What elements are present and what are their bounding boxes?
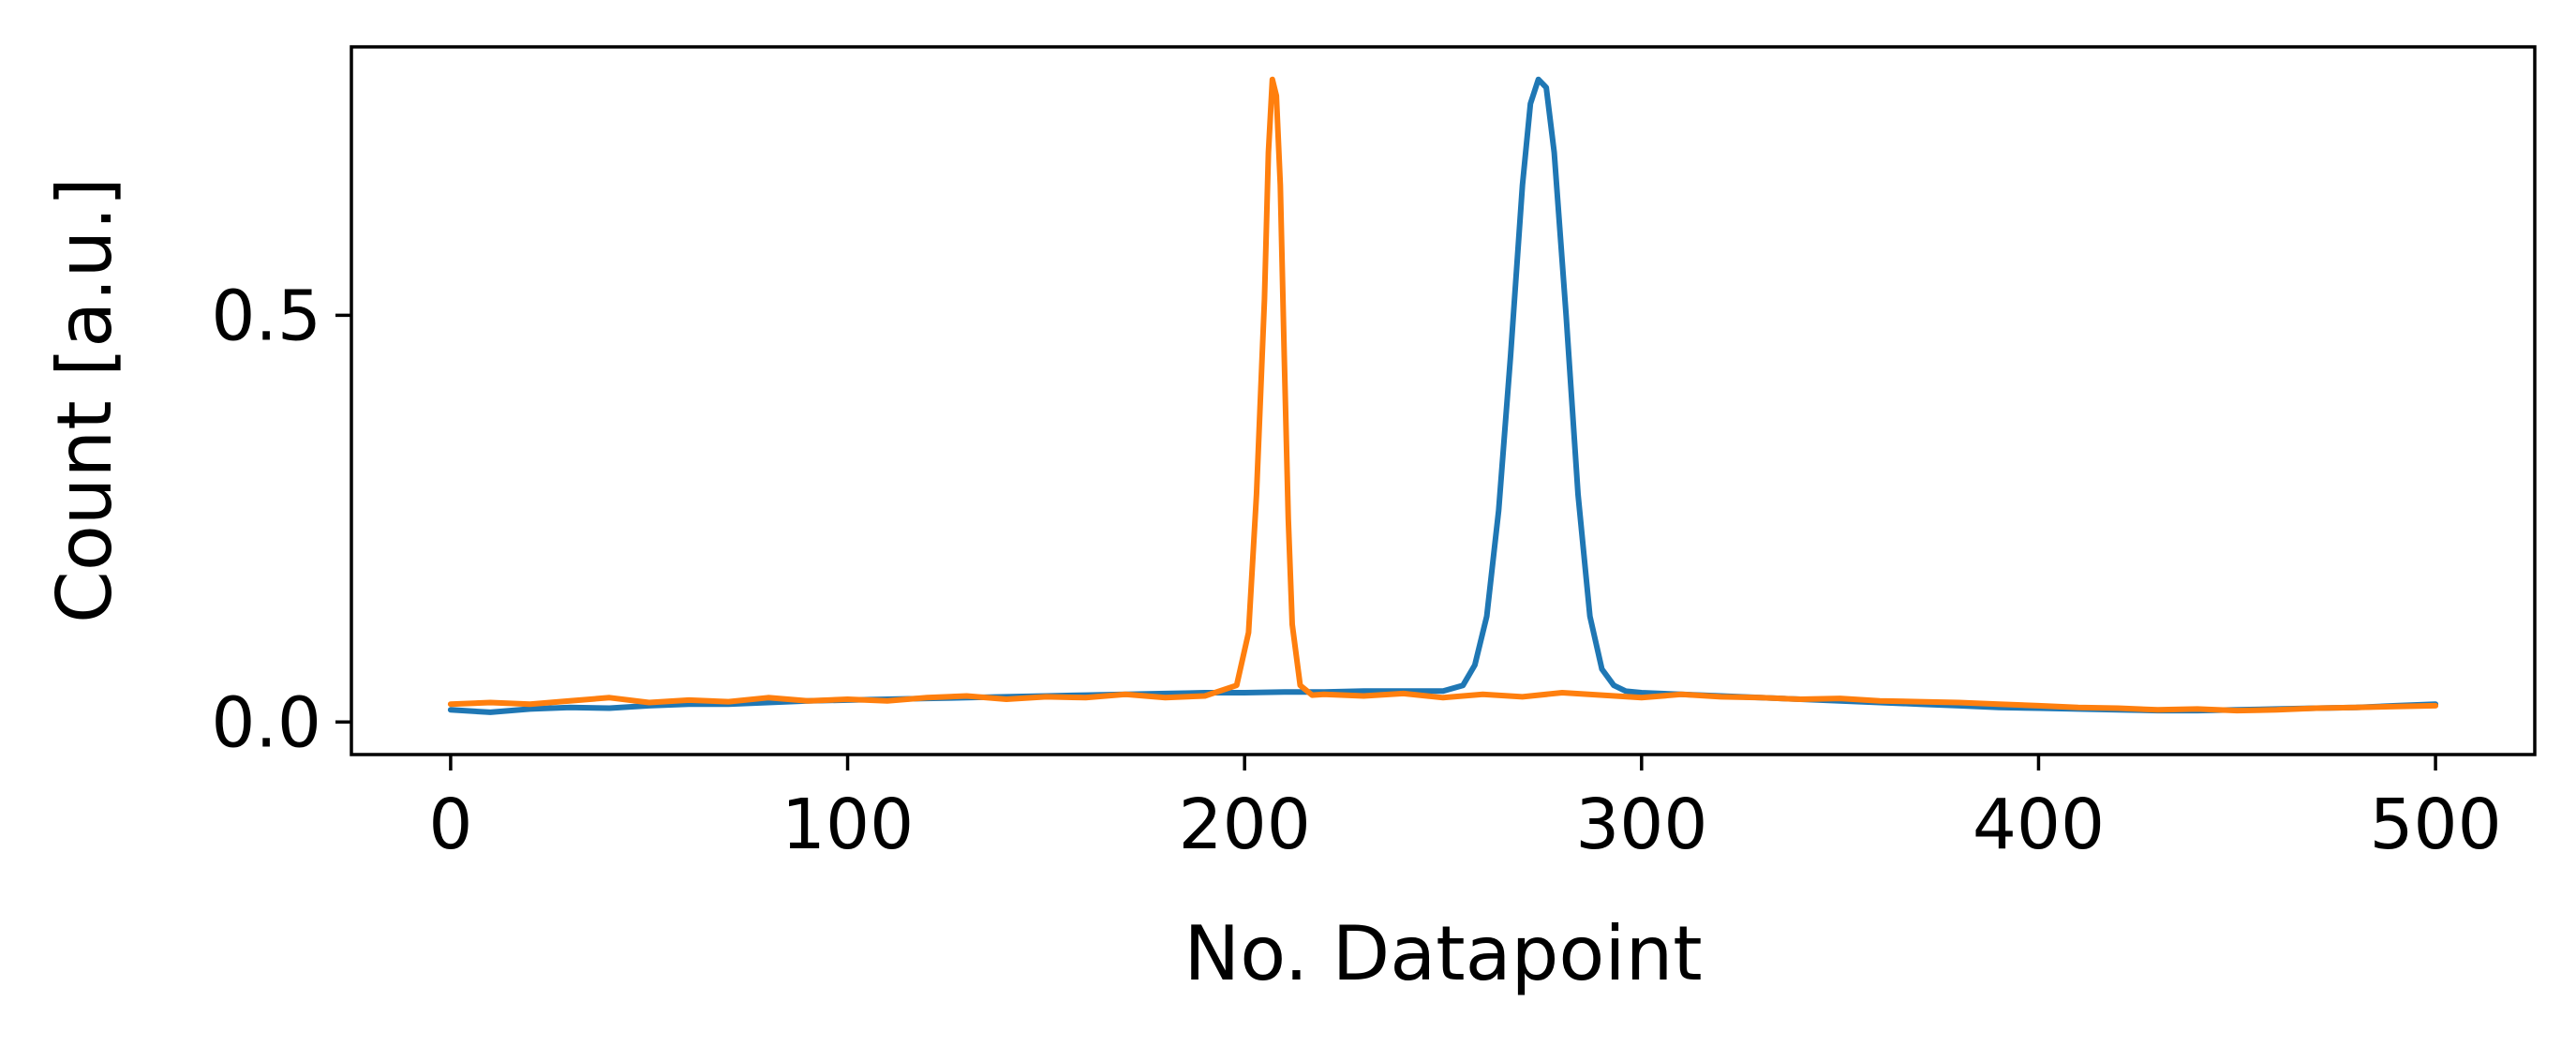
y-axis: 0.0 0.5 [211,276,351,763]
series-layer [447,76,2439,715]
y-tick-label: 0.0 [211,682,321,763]
x-tick-label: 100 [782,785,914,865]
x-tick-label: 500 [2369,785,2501,865]
plot-frame [350,45,2537,756]
x-axis-label: No. Datapoint [1184,910,1702,997]
series-line-1 [447,76,2439,715]
x-tick-label: 300 [1575,785,1707,865]
x-tick-label: 0 [428,785,472,865]
x-tick-label: 400 [1973,785,2105,865]
y-tick-label: 0.5 [211,276,321,356]
x-axis: 0 100 200 300 400 500 [428,755,2502,865]
series-line-2 [447,76,2439,714]
y-axis-label: Count [a.u.] [41,177,128,623]
x-tick-label: 200 [1179,785,1311,865]
